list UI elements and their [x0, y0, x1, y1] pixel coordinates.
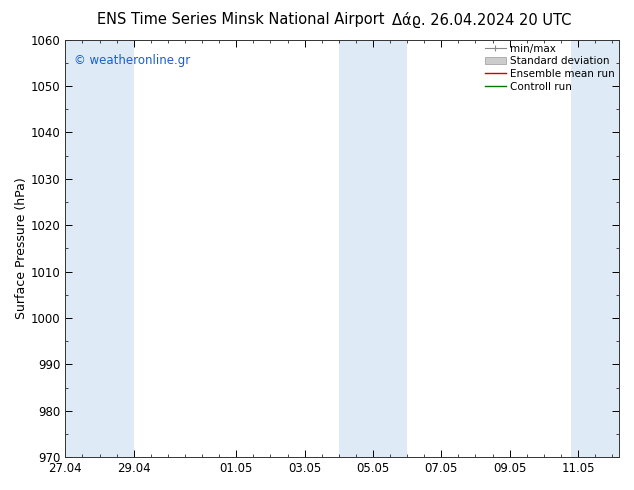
- Text: ENS Time Series Minsk National Airport: ENS Time Series Minsk National Airport: [97, 12, 385, 27]
- Y-axis label: Surface Pressure (hPa): Surface Pressure (hPa): [15, 177, 28, 319]
- Bar: [571, 40, 623, 457]
- Bar: [339, 40, 407, 457]
- Bar: [65, 40, 134, 457]
- Legend: min/max, Standard deviation, Ensemble mean run, Controll run: min/max, Standard deviation, Ensemble me…: [483, 42, 617, 94]
- Text: Δάϱ. 26.04.2024 20 UTC: Δάϱ. 26.04.2024 20 UTC: [392, 12, 571, 28]
- Text: © weatheronline.gr: © weatheronline.gr: [74, 54, 190, 67]
